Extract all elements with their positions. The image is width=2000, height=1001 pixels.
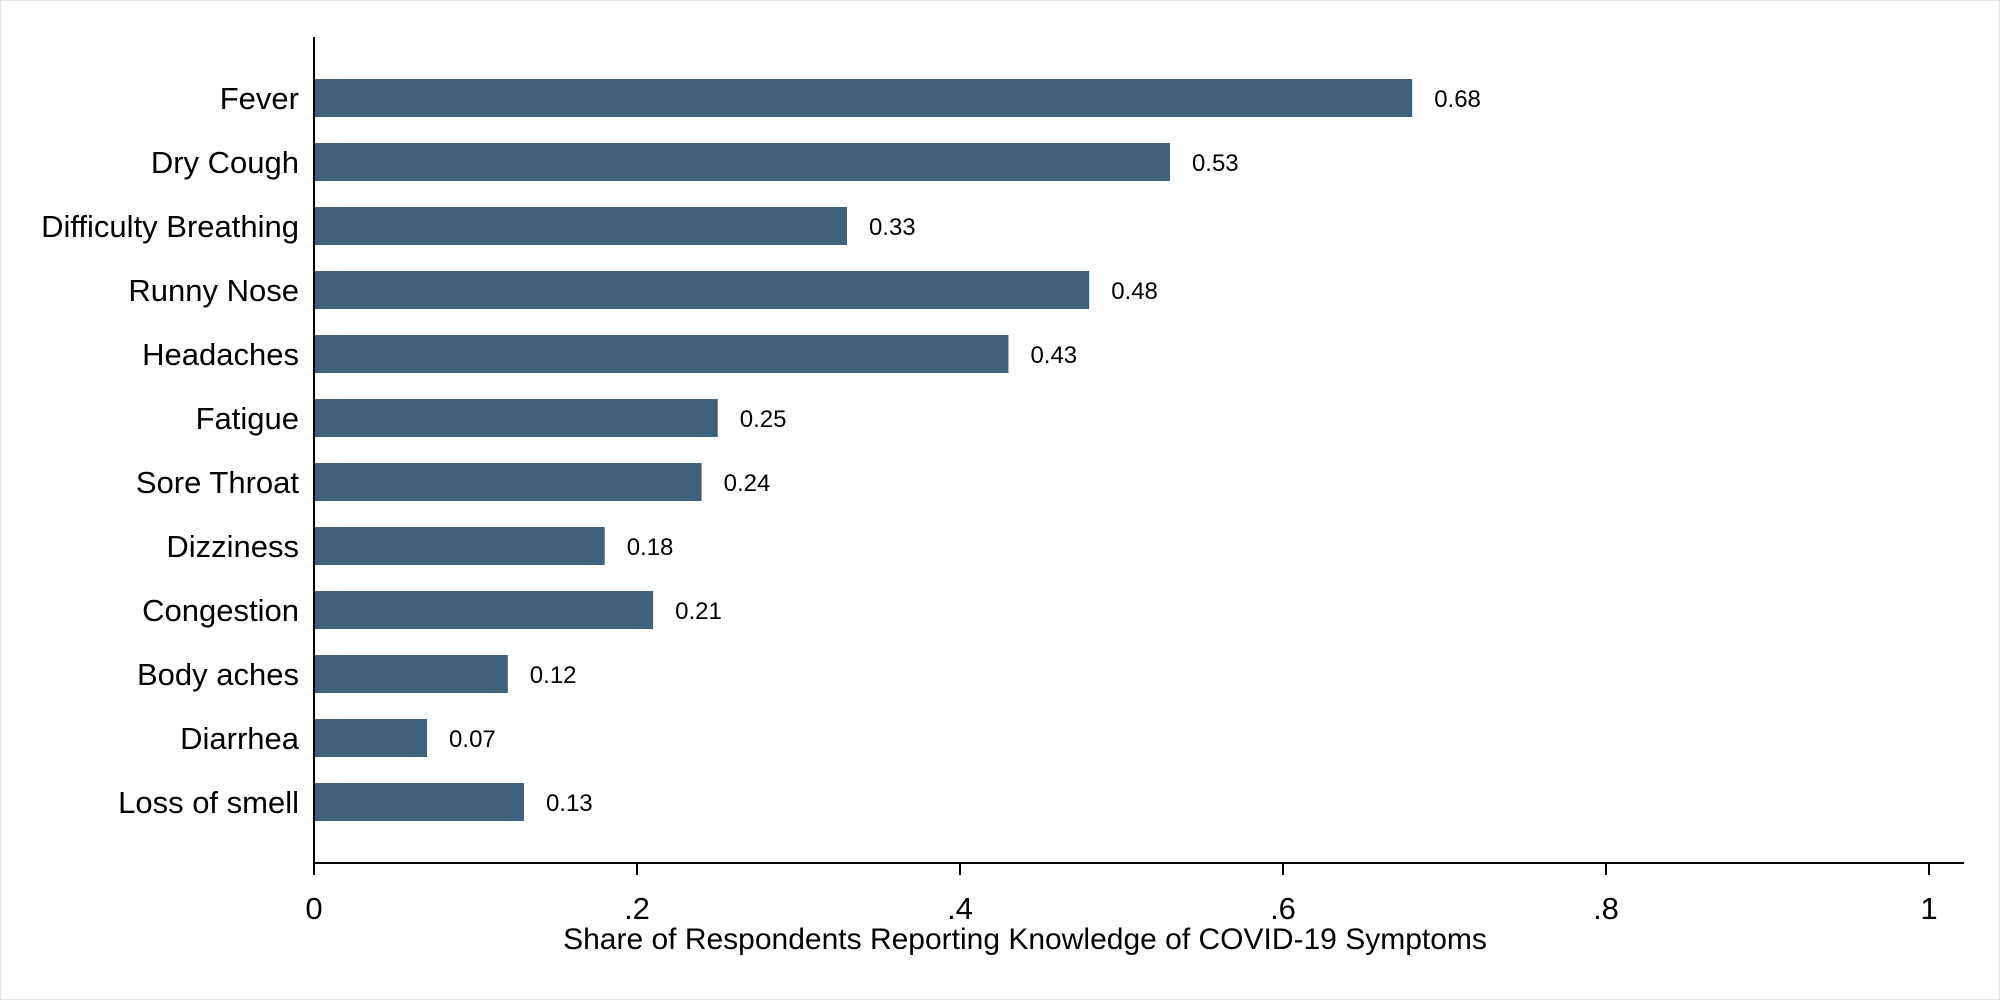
bar (314, 335, 1009, 373)
category-label: Diarrhea (180, 721, 300, 756)
bar (314, 143, 1170, 181)
bar (314, 591, 654, 629)
bar (314, 783, 524, 821)
bars-layer (314, 79, 1413, 821)
x-tick-label: 0 (305, 891, 322, 926)
value-labels: 0.68 0.53 0.33 0.48 0.43 0.25 0.24 0.18 0.21 0.12… (449, 86, 1481, 817)
bar (314, 719, 428, 757)
value-label: 0.25 (740, 406, 787, 433)
x-tick-label: 1 (1920, 891, 1937, 926)
value-label: 0.53 (1192, 150, 1239, 177)
bar (314, 79, 1413, 117)
category-label: Loss of smell (118, 785, 299, 820)
value-label: 0.24 (724, 470, 771, 497)
bar (314, 463, 702, 501)
x-axis-title: Share of Respondents Reporting Knowledge… (563, 923, 1487, 956)
value-label: 0.07 (449, 726, 496, 753)
bar (314, 655, 508, 693)
category-label: Congestion (142, 593, 299, 628)
value-label: 0.21 (675, 598, 722, 625)
x-tick-label: .4 (947, 891, 973, 926)
value-label: 0.18 (627, 534, 674, 561)
value-label: 0.33 (869, 214, 916, 241)
bar (314, 399, 718, 437)
category-label: Dry Cough (151, 145, 299, 180)
category-label: Dizziness (166, 529, 299, 564)
bar (314, 527, 605, 565)
value-label: 0.68 (1434, 86, 1481, 113)
category-label: Runny Nose (128, 273, 299, 308)
category-label: Difficulty Breathing (41, 209, 299, 244)
x-tick-label: .8 (1593, 891, 1619, 926)
category-labels: Fever Dry Cough Difficulty Breathing Runny … (41, 81, 300, 820)
bar (314, 271, 1090, 309)
value-label: 0.48 (1111, 278, 1158, 305)
bar (314, 207, 847, 245)
value-label: 0.13 (546, 790, 593, 817)
value-label: 0.12 (530, 662, 577, 689)
category-label: Fever (220, 81, 299, 116)
category-label: Sore Throat (136, 465, 300, 500)
value-label: 0.43 (1030, 342, 1077, 369)
x-tick-label: .2 (624, 891, 650, 926)
category-label: Fatigue (196, 401, 299, 436)
x-axis-ticks: 0 .2 .4 .6 .8 1 (305, 863, 1938, 926)
x-tick-label: .6 (1270, 891, 1296, 926)
category-label: Headaches (142, 337, 299, 372)
category-label: Body aches (137, 657, 299, 692)
